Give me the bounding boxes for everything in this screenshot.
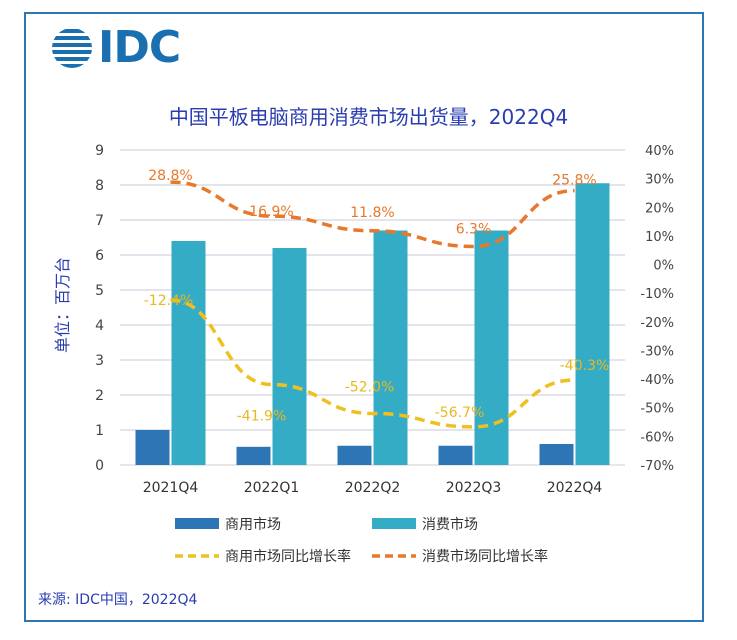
y2-tick-label: 10%	[645, 230, 674, 245]
idc-logo	[52, 29, 92, 68]
bar	[135, 430, 170, 465]
data-label: 28.8%	[148, 168, 192, 184]
bar	[575, 183, 610, 465]
y2-tick-label: -60%	[640, 430, 674, 445]
x-tick-label: 2021Q4	[143, 480, 199, 496]
bar	[539, 444, 574, 465]
legend-swatch	[372, 518, 416, 529]
y-axis-label: 单位：百万台	[53, 257, 72, 353]
data-label: -56.7%	[435, 405, 485, 421]
bar	[438, 445, 473, 465]
y2-tick-label: -10%	[640, 287, 674, 302]
data-label: -40.3%	[560, 358, 610, 374]
x-tick-label: 2022Q3	[446, 480, 502, 496]
data-label: 6.3%	[456, 222, 492, 238]
bar	[272, 248, 307, 465]
lines: -12.4% -41.9% -52.0% -56.7% -40.3% 28.8% 16.9%…	[144, 168, 610, 429]
logo-text: IDC	[98, 22, 181, 73]
series-line	[170, 298, 575, 429]
y-tick-label: 2	[95, 388, 104, 404]
y2-tick-label: -20%	[640, 316, 674, 331]
y-tick-label: 3	[95, 353, 104, 369]
bar	[373, 230, 408, 465]
x-tick-label: 2022Q2	[345, 480, 401, 496]
y-axis-right: -70% -60% -50% -40% -30% -20% -10% 0% 10% 20% 30% 4…	[640, 144, 674, 474]
bar	[236, 446, 271, 465]
y2-tick-label: -40%	[640, 373, 674, 388]
x-tick-label: 2022Q4	[547, 480, 603, 496]
series-line	[170, 180, 575, 249]
y2-tick-label: -50%	[640, 402, 674, 417]
y-tick-label: 5	[95, 283, 104, 299]
bar	[337, 445, 372, 465]
y2-tick-label: -70%	[640, 459, 674, 474]
y-tick-label: 6	[95, 248, 104, 264]
data-label: 25.8%	[552, 173, 596, 189]
y-tick-label: 8	[95, 178, 104, 194]
legend-label: 商用市场	[225, 516, 281, 533]
y2-tick-label: -30%	[640, 344, 674, 359]
legend-label: 消费市场同比增长率	[422, 548, 548, 565]
data-label: -12.4%	[144, 293, 194, 309]
y-tick-label: 0	[95, 458, 104, 474]
bar	[171, 241, 206, 465]
x-tick-label: 2022Q1	[244, 480, 300, 496]
y-tick-label: 9	[95, 143, 104, 159]
y-tick-label: 1	[95, 423, 104, 439]
bars	[135, 183, 610, 465]
chart-title: 中国平板电脑商用消费市场出货量，2022Q4	[168, 105, 569, 129]
legend-swatch	[175, 518, 219, 529]
legend-label: 消费市场	[422, 516, 478, 533]
y2-tick-label: 0%	[653, 259, 674, 274]
source-note: 来源: IDC中国，2022Q4	[38, 592, 198, 608]
y-axis-left: 0 1 2 3 4 5 6 7 8 9	[95, 143, 104, 474]
y-tick-label: 7	[95, 213, 104, 229]
y2-tick-label: 40%	[645, 144, 674, 159]
data-label: -41.9%	[237, 409, 287, 425]
data-label: 16.9%	[249, 204, 293, 220]
y2-tick-label: 30%	[645, 173, 674, 188]
y-tick-label: 4	[95, 318, 104, 334]
y2-tick-label: 20%	[645, 201, 674, 216]
bar	[474, 230, 509, 465]
data-label: -52.0%	[345, 379, 395, 395]
x-axis: 2021Q4 2022Q1 2022Q2 2022Q3 2022Q4	[143, 480, 603, 496]
data-label: 11.8%	[350, 205, 394, 221]
legend-label: 商用市场同比增长率	[225, 548, 351, 565]
globe-icon	[52, 29, 92, 68]
